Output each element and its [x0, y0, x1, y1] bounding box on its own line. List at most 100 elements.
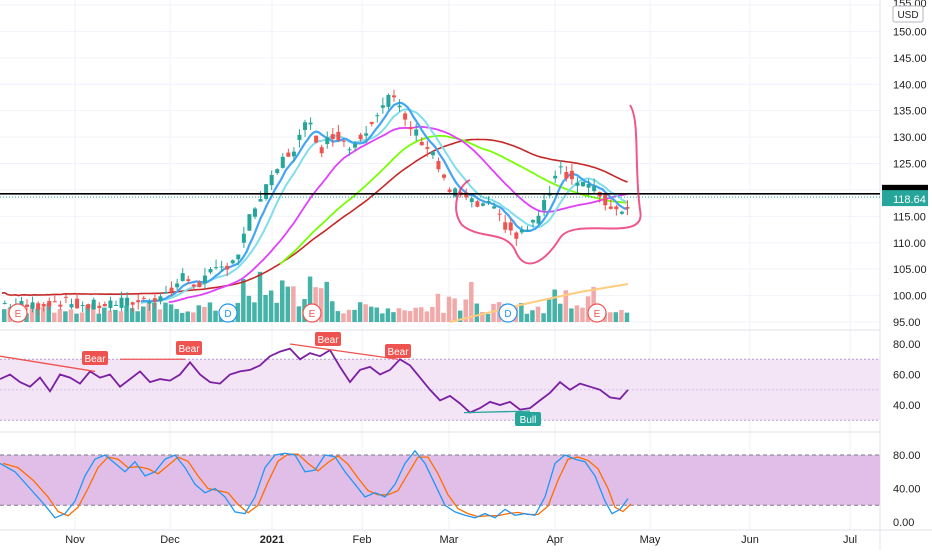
volume-bar [291, 286, 296, 322]
price-tick-label: 115.00 [893, 211, 926, 223]
candle-body [519, 229, 524, 233]
volume-bar [29, 305, 35, 322]
candle-body [125, 297, 130, 306]
candle-body [447, 189, 452, 192]
candle-body [52, 301, 57, 303]
candle-body [141, 297, 146, 299]
candle-body [264, 184, 269, 199]
volume-bar [413, 307, 418, 322]
volume-bar [213, 310, 218, 322]
volume-bar [435, 293, 441, 322]
candle-body [247, 214, 252, 231]
candle-body [286, 152, 291, 157]
candle-body [341, 140, 346, 142]
ma-orange-line [449, 283, 629, 323]
volume-bar [519, 303, 524, 322]
price-tick-label: 100.00 [893, 291, 927, 303]
hand-drawn-annotation [455, 104, 642, 265]
time-axis-label: Apr [546, 534, 563, 546]
price-tick-label: 155.00 [893, 0, 927, 10]
candle-body [69, 304, 74, 308]
candle-body [130, 302, 135, 305]
price-tick-label: 125.00 [893, 159, 927, 171]
currency-label: USD [897, 10, 918, 21]
volume-bar [407, 311, 413, 322]
volume-bar [52, 312, 57, 322]
stoch-pane [0, 449, 632, 519]
event-marker-label: E [594, 309, 601, 320]
candle-body [197, 282, 202, 288]
volume-bar [207, 302, 213, 322]
stoch-tick-label: 40.00 [893, 484, 921, 496]
price-tick-label: 145.00 [893, 53, 927, 65]
candle-body [419, 141, 424, 146]
volume-bar [191, 312, 196, 322]
volume-bar [530, 310, 535, 322]
candle-body [330, 134, 335, 140]
candle-body [397, 105, 402, 108]
volume-bar [324, 281, 329, 322]
volume-bar [124, 305, 129, 322]
candle-body [575, 182, 580, 186]
currency-badge [892, 5, 924, 23]
volume-bar [374, 307, 380, 322]
candle-body [325, 137, 330, 145]
candle-body [619, 211, 624, 214]
candle-body [581, 181, 586, 187]
volume-bar [268, 290, 274, 322]
candle-body [208, 269, 213, 273]
candle-body [97, 305, 102, 308]
volume-bar [335, 311, 341, 322]
candle-body [592, 186, 597, 192]
volume-bar [185, 311, 190, 322]
volume-bar [441, 312, 446, 322]
candle-body [369, 121, 374, 124]
volume-bar [357, 302, 363, 322]
signal-label: Bull [520, 415, 537, 426]
volume-bar [74, 313, 79, 322]
candle-body [258, 199, 263, 202]
volume-bar [585, 296, 591, 322]
candle-body [269, 175, 274, 186]
candle-body [241, 233, 246, 243]
signal-badge [315, 332, 341, 346]
volume-bar [352, 309, 357, 322]
volume-bar [163, 302, 168, 322]
volume-bar [246, 295, 252, 322]
volume-bar [452, 298, 457, 322]
candle-body [469, 198, 474, 203]
candle-body [308, 122, 313, 125]
volume-bar [252, 302, 257, 322]
rsi-line [0, 347, 629, 414]
candle-body [80, 305, 85, 307]
price-tick-label: 130.00 [893, 132, 927, 144]
candle-body [508, 222, 513, 231]
candle-body [230, 260, 235, 264]
volume-bar [569, 308, 574, 322]
signal-label: Bear [317, 335, 339, 346]
volume-bar [624, 312, 630, 322]
event-marker-label: E [309, 309, 316, 320]
candle-body [236, 254, 241, 260]
volume-bar [241, 278, 246, 322]
signal-badge [515, 412, 541, 426]
event-marker-label: D [504, 309, 511, 320]
candle-body [113, 304, 118, 306]
price-tick-label: 135.00 [893, 106, 927, 118]
volume-bar [257, 271, 263, 322]
candle-body [453, 188, 458, 197]
rsi-pane: Bear Bear Bear Bear Bull [0, 332, 629, 426]
candle-body [442, 174, 447, 178]
volume-bar [102, 307, 107, 322]
volume-bar [430, 306, 435, 322]
volume-bar [485, 313, 491, 322]
stoch-k-line [0, 449, 629, 519]
candle-body [347, 149, 352, 151]
candle-body [275, 169, 280, 174]
candle-body [214, 267, 219, 269]
volume-bar [368, 306, 374, 322]
volume-bar [35, 308, 40, 322]
